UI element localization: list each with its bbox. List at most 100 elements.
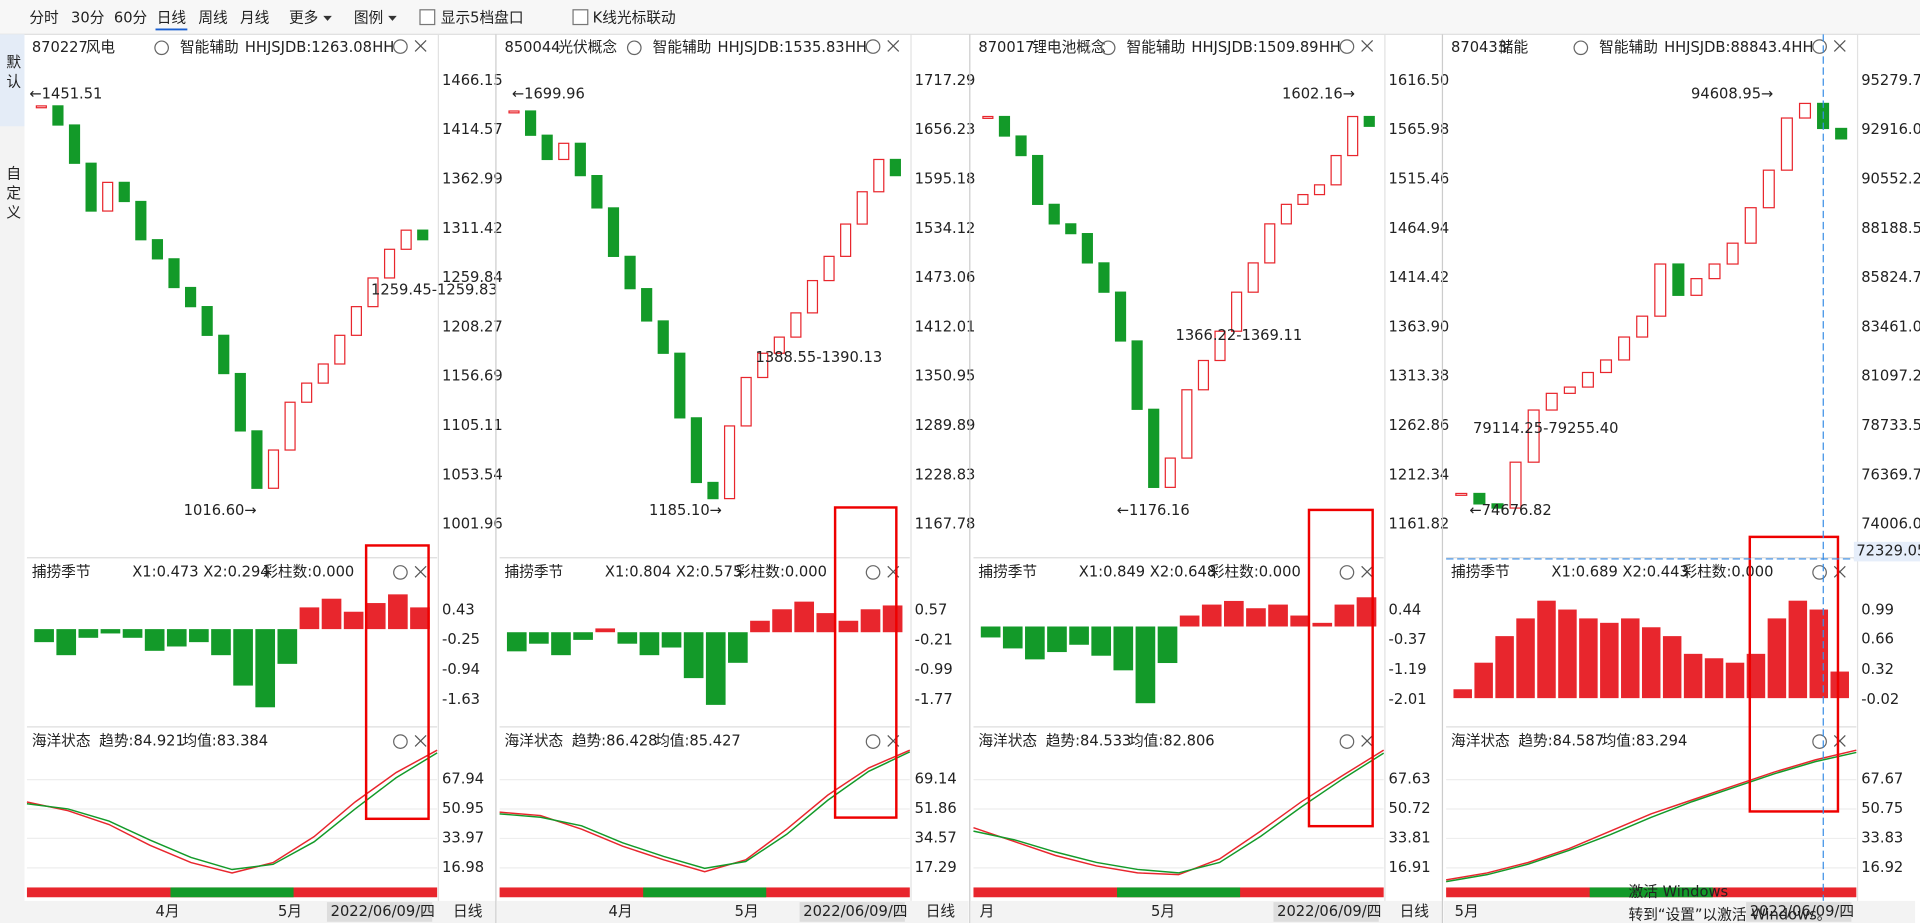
ocean-tick-label: 69.14 — [915, 771, 957, 788]
signal-strip-green — [643, 887, 767, 898]
close-icon[interactable] — [1833, 735, 1846, 747]
candle — [1313, 184, 1326, 196]
sidebar-tab[interactable]: 自定义 — [4, 165, 21, 224]
high-label: ←1699.96 — [512, 85, 585, 102]
ocean-tick-label: 34.57 — [915, 829, 957, 846]
ocean-mean-line — [973, 752, 1385, 874]
candle — [151, 239, 164, 260]
assist-label[interactable]: 智能辅助 — [180, 38, 239, 56]
toolbar-item[interactable]: 60分 — [114, 9, 148, 26]
close-icon[interactable] — [414, 565, 427, 578]
ocean-tick-label: 67.67 — [1861, 771, 1903, 788]
month-label: 5月 — [278, 903, 302, 920]
toolbar-item[interactable]: 更多 — [289, 9, 318, 26]
close-icon[interactable] — [1833, 565, 1846, 578]
ocean-mean: 均值:85.427 — [655, 733, 741, 750]
ocean-mean-line — [1445, 751, 1857, 883]
month-label: 4月 — [156, 903, 180, 920]
osc-bar — [705, 632, 726, 705]
dropdown-icon[interactable] — [1100, 40, 1116, 56]
assist-label[interactable]: 智能辅助 — [653, 38, 712, 56]
highlight-box — [1748, 535, 1840, 813]
stock-code: 850044 — [504, 39, 560, 56]
close-icon[interactable] — [1833, 40, 1846, 52]
toolbar-item[interactable]: 月线 — [240, 9, 270, 26]
help-icon[interactable] — [865, 734, 881, 749]
stock-name[interactable]: 光伏概念 — [558, 38, 617, 56]
osc-bar — [1091, 626, 1112, 656]
close-icon[interactable] — [414, 40, 427, 52]
toolbar-item[interactable]: 图例 — [354, 9, 383, 26]
watermark: 激活 Windows — [1629, 883, 1729, 900]
close-icon[interactable] — [1361, 565, 1374, 578]
dropdown-icon[interactable] — [626, 40, 642, 56]
osc-bar — [595, 628, 616, 633]
help-icon[interactable] — [1812, 565, 1827, 580]
checkbox[interactable] — [572, 9, 589, 26]
candle — [690, 417, 702, 484]
month-label: 5月 — [735, 903, 759, 920]
assist-label[interactable]: 智能辅助 — [1599, 38, 1658, 56]
price-tick-label: 1595.18 — [915, 170, 976, 187]
ocean-title: 海洋状态 — [32, 733, 91, 750]
help-icon[interactable] — [865, 565, 881, 580]
osc-x1: X1:0.473 — [132, 563, 198, 580]
stock-name[interactable]: 锂电池概念 — [1032, 38, 1106, 56]
ocean-trend: 趋势:84.533 — [1046, 733, 1132, 750]
sidebar-tab[interactable]: 默认 — [4, 54, 21, 93]
help-icon[interactable] — [1339, 565, 1355, 580]
price-tick-label: 1001.96 — [442, 516, 503, 533]
dropdown-icon[interactable] — [1573, 40, 1589, 56]
ocean-trend: 趋势:86.428 — [572, 733, 658, 750]
osc-bar — [639, 632, 660, 656]
help-icon[interactable] — [393, 734, 408, 749]
close-icon[interactable] — [887, 40, 900, 52]
checkbox-label[interactable]: 显示5档盘口 — [441, 8, 524, 26]
candle — [1297, 193, 1309, 205]
checkbox-label[interactable]: K线光标联动 — [593, 9, 676, 26]
toolbar-item[interactable]: 30分 — [71, 9, 105, 26]
help-icon[interactable] — [393, 39, 408, 54]
close-icon[interactable] — [1361, 40, 1374, 52]
hhjsjdb-value: HHJSJDB:1535.83 — [718, 39, 845, 56]
help-icon[interactable] — [1812, 734, 1827, 749]
help-icon[interactable] — [393, 565, 408, 580]
toolbar-item[interactable]: 周线 — [198, 9, 228, 26]
range-label: 1388.55-1390.13 — [756, 349, 883, 366]
candle — [1114, 291, 1127, 342]
stock-name[interactable]: 储能 — [1499, 39, 1529, 56]
dropdown-icon[interactable] — [154, 40, 169, 56]
checkbox[interactable] — [419, 9, 436, 26]
osc-bar — [1495, 636, 1514, 699]
help-icon[interactable] — [865, 39, 881, 54]
ocean-mean-line — [499, 751, 911, 870]
candle — [508, 110, 520, 114]
help-icon[interactable] — [1339, 39, 1355, 54]
help-icon[interactable] — [1812, 39, 1827, 54]
price-tick-label: 1262.86 — [1389, 417, 1450, 434]
osc-bar — [1725, 662, 1745, 699]
help-icon[interactable] — [1339, 734, 1355, 749]
osc-tick-label: 0.32 — [1861, 661, 1894, 678]
candle — [707, 481, 719, 500]
cursor-date: 2022/06/09/四 — [1750, 903, 1854, 920]
osc-x1: X1:0.849 — [1079, 563, 1145, 580]
candle — [1065, 223, 1077, 235]
osc-count: 彩柱数:0.000 — [1682, 563, 1773, 580]
price-tick-label: 1717.29 — [915, 72, 976, 89]
close-icon[interactable] — [1361, 735, 1374, 747]
osc-tick-label: -2.01 — [1389, 691, 1427, 708]
osc-bar — [255, 629, 276, 708]
price-tick-label: 1616.50 — [1389, 72, 1450, 89]
candle — [1214, 330, 1226, 362]
candle — [1280, 203, 1292, 225]
stock-name[interactable]: 风电 — [86, 39, 116, 56]
toolbar-item[interactable]: 日线 — [157, 9, 187, 26]
assist-label[interactable]: 智能辅助 — [1127, 38, 1186, 56]
candle — [334, 334, 346, 365]
hhjsjdb-value: HHJSJDB:88843.4 — [1664, 39, 1791, 56]
candle — [35, 105, 47, 109]
candle — [1672, 263, 1685, 296]
toolbar-item[interactable]: 分时 — [29, 9, 59, 26]
close-icon[interactable] — [414, 735, 427, 747]
